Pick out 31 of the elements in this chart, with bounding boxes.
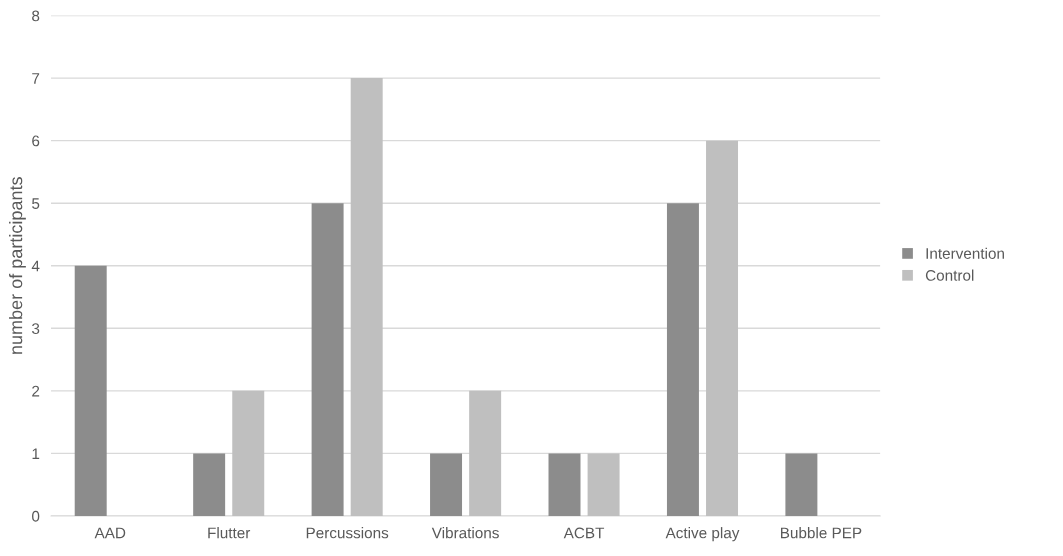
x-tick-label: Active play bbox=[665, 527, 740, 542]
x-tick-label: Percussions bbox=[306, 527, 389, 539]
x-tick-label: Bubble PEP bbox=[781, 527, 862, 539]
y-tick-label: 0 bbox=[32, 510, 40, 522]
bar bbox=[548, 453, 581, 516]
legend-label: Control bbox=[925, 269, 974, 281]
legend-label: Intervention bbox=[926, 247, 1004, 259]
bar bbox=[430, 453, 463, 516]
x-tick-label: Flutter bbox=[208, 527, 251, 539]
bar bbox=[232, 390, 265, 516]
bar bbox=[587, 453, 620, 516]
bar bbox=[469, 390, 502, 516]
y-tick-label: 3 bbox=[32, 323, 40, 334]
bar bbox=[193, 453, 226, 516]
bar bbox=[706, 140, 739, 516]
y-axis-title: number of participants bbox=[9, 177, 26, 354]
bar bbox=[785, 453, 818, 516]
bar bbox=[74, 265, 107, 516]
y-tick-label: 7 bbox=[32, 73, 40, 84]
x-tick-label: AAD bbox=[94, 527, 126, 539]
y-tick-label: 6 bbox=[32, 135, 40, 147]
y-tick-label: 4 bbox=[31, 260, 40, 272]
bar bbox=[311, 203, 344, 516]
x-tick-label: Vibrations bbox=[431, 527, 499, 539]
bar bbox=[666, 203, 699, 516]
x-tick-label: ACBT bbox=[563, 527, 605, 539]
y-tick-label: 8 bbox=[32, 10, 40, 22]
bar bbox=[350, 78, 383, 516]
y-tick-label: 5 bbox=[32, 198, 40, 209]
y-tick-label: 1 bbox=[32, 448, 40, 459]
y-tick-label: 2 bbox=[32, 385, 40, 397]
